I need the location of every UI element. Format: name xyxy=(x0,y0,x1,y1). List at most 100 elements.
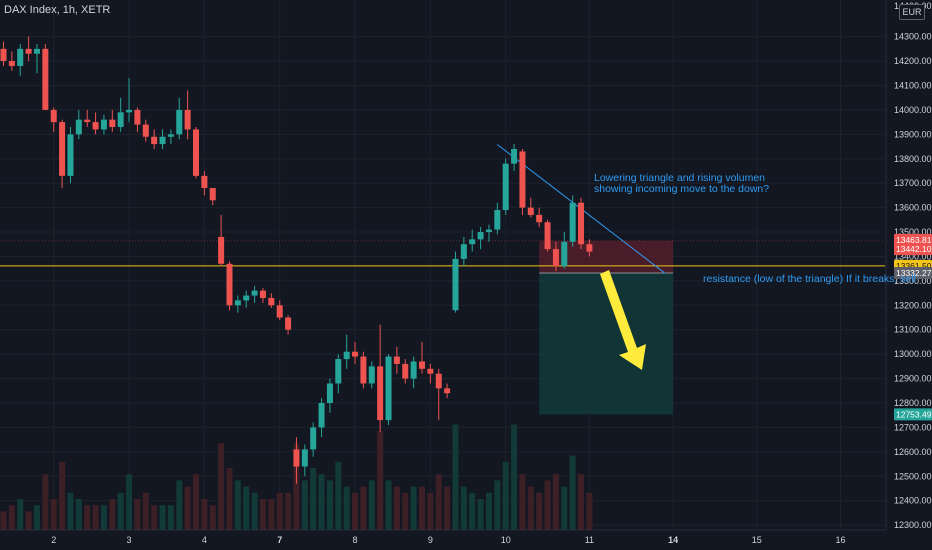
candle-body xyxy=(176,109,183,135)
time-tick-label: 11 xyxy=(585,535,594,545)
candle-body xyxy=(209,188,216,201)
candle-body xyxy=(335,359,342,384)
candle xyxy=(335,354,342,394)
candle-body xyxy=(251,290,258,296)
resistance-note: resistance (low of the triangle) If it b… xyxy=(703,273,917,285)
candle-body xyxy=(134,109,141,125)
price-tick-label: 12800.00 xyxy=(894,398,932,408)
candle-body xyxy=(92,122,99,130)
volume-bar xyxy=(67,492,74,530)
candle xyxy=(511,144,518,171)
time-axis-bg xyxy=(0,530,932,550)
candle-body xyxy=(427,368,434,374)
time-tick-label: 3 xyxy=(127,535,132,545)
price-tick-label: 13800.00 xyxy=(894,154,932,164)
candle xyxy=(377,324,384,433)
price-tick-label: 13300.00 xyxy=(894,276,932,286)
candlestick-series xyxy=(0,36,593,484)
candle-body xyxy=(184,109,191,130)
candle-body xyxy=(578,202,585,245)
candle-body xyxy=(301,449,308,467)
candle-body xyxy=(17,48,24,66)
price-label-entry: 13332.27 xyxy=(896,268,932,278)
volume-bar xyxy=(393,486,400,530)
candle-body xyxy=(259,290,266,298)
volume-bar xyxy=(268,499,275,530)
candle-body xyxy=(226,263,233,306)
volume-bar xyxy=(17,499,24,530)
candle xyxy=(167,129,174,145)
candle-body xyxy=(485,229,492,233)
volume-bar xyxy=(326,480,333,530)
candle-body xyxy=(167,134,174,137)
candle xyxy=(293,437,300,484)
candle xyxy=(134,107,141,132)
candle xyxy=(469,229,476,252)
candle xyxy=(184,90,191,140)
candle-body xyxy=(151,136,158,145)
candle-body xyxy=(368,366,375,384)
volume-bar xyxy=(511,424,518,530)
price-label-bg xyxy=(894,266,932,279)
volume-bar xyxy=(377,430,384,530)
candle xyxy=(234,295,241,313)
candle-body xyxy=(352,351,359,357)
candle-body xyxy=(326,383,333,403)
candle xyxy=(17,43,24,76)
volume-bar xyxy=(92,505,99,530)
candle-body xyxy=(33,48,40,54)
volume-bar xyxy=(193,474,200,530)
candle xyxy=(444,383,451,399)
candle-body xyxy=(293,449,300,467)
candle xyxy=(201,170,208,196)
candle xyxy=(502,158,509,215)
volume-bar xyxy=(536,492,543,530)
volume-bar xyxy=(134,499,141,530)
candle-body xyxy=(8,61,15,66)
candle xyxy=(561,232,568,269)
volume-bar xyxy=(117,492,124,530)
volume-bar xyxy=(42,474,49,530)
profit-target-zone xyxy=(539,272,674,415)
candle xyxy=(368,361,375,389)
volume-bar xyxy=(552,474,559,530)
down-arrow-annotation xyxy=(600,270,646,370)
currency-badge[interactable]: EUR xyxy=(899,4,925,20)
candle-body xyxy=(435,373,442,389)
price-tick-label: 14200.00 xyxy=(894,56,932,66)
volume-bar xyxy=(59,461,66,530)
volume-bar xyxy=(402,492,409,530)
position-zones xyxy=(539,240,674,415)
volume-bar xyxy=(419,486,425,530)
time-tick-label: 7 xyxy=(277,535,282,545)
triangle-note-line1: Lowering triangle and rising volumen xyxy=(594,172,766,184)
symbol-title[interactable]: DAX Index, 1h, XETR xyxy=(4,4,111,16)
price-tick-label: 13600.00 xyxy=(894,203,932,213)
volume-bar xyxy=(527,486,534,530)
candle xyxy=(452,251,459,313)
candle xyxy=(126,78,133,123)
price-tick-label: 14000.00 xyxy=(894,105,932,115)
candle-body xyxy=(552,249,559,267)
candle-body xyxy=(569,202,576,242)
time-tick-label: 16 xyxy=(835,535,845,545)
candle xyxy=(393,346,400,374)
candle-body xyxy=(268,297,275,306)
price-tick-label: 13500.00 xyxy=(894,227,932,237)
candle xyxy=(544,219,551,252)
candle-body xyxy=(469,239,476,245)
candle-body xyxy=(234,300,241,306)
candle-body xyxy=(385,356,392,421)
candle-body xyxy=(276,305,283,318)
volume-bar xyxy=(452,424,459,530)
volume-bar xyxy=(360,486,367,530)
candle-body xyxy=(377,366,384,421)
candle xyxy=(259,288,266,303)
candle xyxy=(67,127,74,184)
candle-body xyxy=(343,351,350,360)
time-axis[interactable]: 2 3 4 7 8 9 10 11 14 15 16 xyxy=(0,529,932,550)
candle-body xyxy=(109,119,116,128)
price-tick-label: 13100.00 xyxy=(894,325,932,335)
